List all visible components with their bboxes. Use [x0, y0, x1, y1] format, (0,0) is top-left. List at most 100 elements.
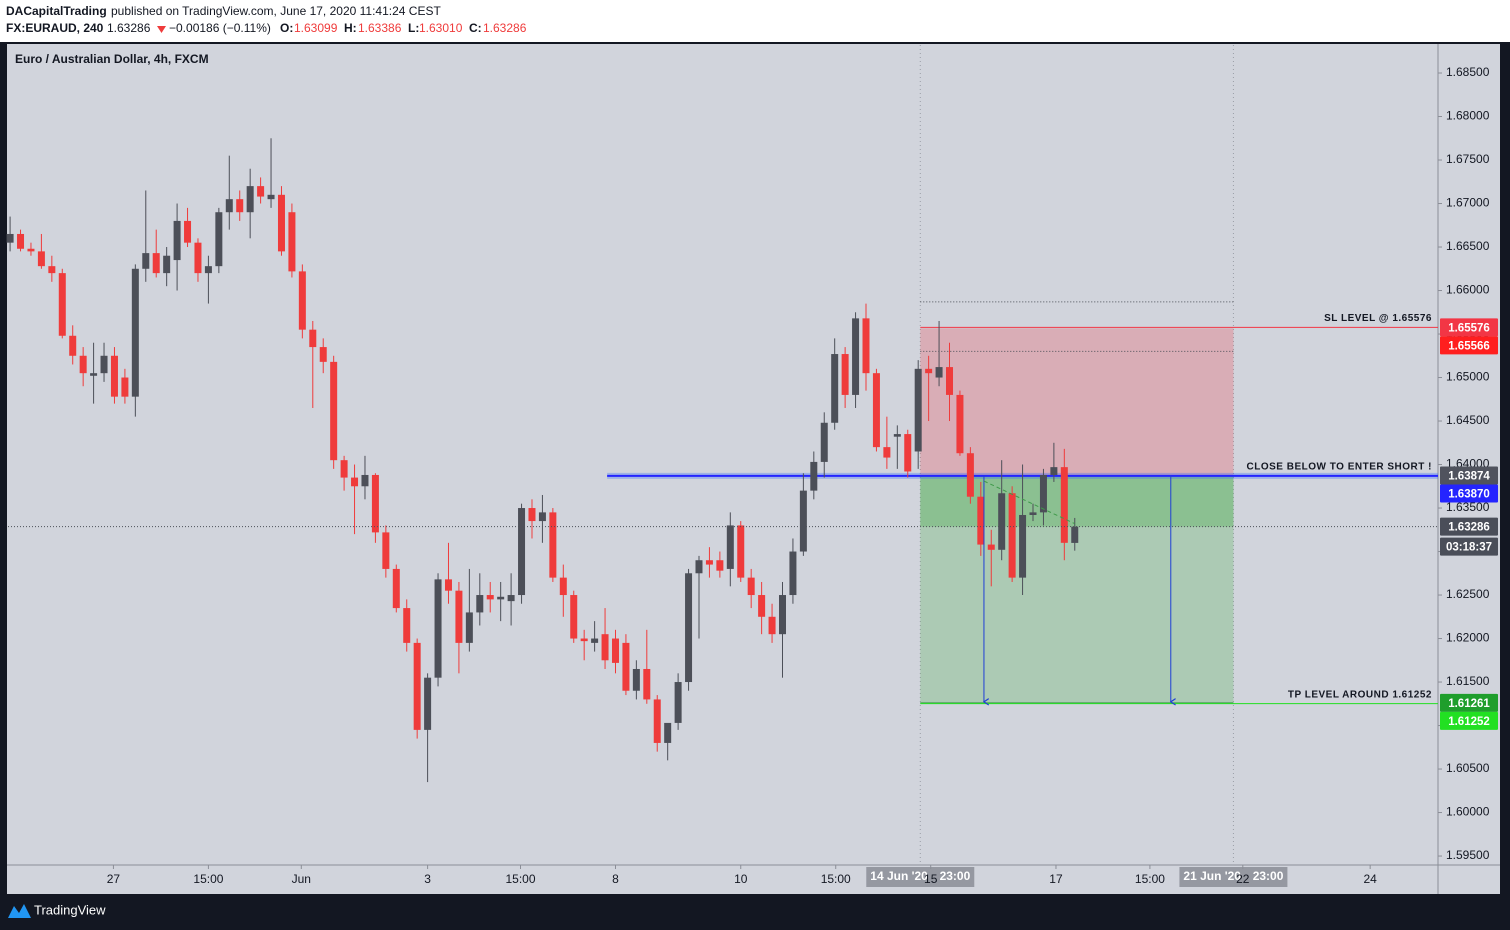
candle-body [382, 532, 390, 569]
y-tick-label: 1.66500 [1446, 239, 1490, 253]
range-label: 23:00 [1253, 869, 1284, 883]
stop-zone [920, 328, 1234, 476]
level-annotation: TP LEVEL AROUND 1.61252 [1288, 689, 1432, 700]
trend-line [983, 480, 1075, 525]
candle-body [632, 668, 640, 691]
candle-body [883, 447, 891, 458]
price-tag [1440, 711, 1498, 730]
candle-body [528, 508, 536, 522]
ohlc-value: 1.63286 [483, 21, 527, 35]
candle-body [131, 268, 139, 397]
x-tick-label: 22 [1236, 872, 1250, 886]
candle-body [298, 271, 306, 330]
price-tag [1440, 466, 1498, 485]
candle-body [862, 318, 870, 374]
candle-body [6, 233, 14, 243]
price-tag-label: 1.65576 [1448, 322, 1490, 334]
candle-body [820, 422, 828, 462]
candle-body [142, 253, 150, 269]
candle-body [768, 616, 776, 635]
candle-body [330, 361, 338, 461]
candle-body [434, 579, 442, 678]
level-annotation: CLOSE BELOW TO ENTER SHORT ! [1247, 461, 1432, 472]
level-annotation: SL LEVEL @ 1.65576 [1324, 313, 1432, 324]
candle-body [371, 474, 379, 533]
change: −0.00186 (−0.11%) [169, 21, 271, 35]
candle-body [1071, 526, 1079, 543]
candle-body [236, 199, 244, 213]
header-bar [0, 0, 1510, 42]
ohlc-key: C: [469, 21, 482, 35]
ohlc-key: L: [408, 21, 419, 35]
y-tick-label: 1.68000 [1446, 109, 1490, 123]
x-tick-label: 15:00 [1135, 872, 1165, 886]
chart-area [7, 44, 1500, 894]
range-label-box [866, 867, 975, 887]
x-tick-label: 3 [424, 872, 431, 886]
candle-body [1060, 467, 1068, 543]
candle-body [246, 186, 254, 213]
candle-body [267, 194, 275, 200]
candle-body [726, 525, 734, 569]
ohlc-key: H: [344, 21, 357, 35]
candle-body [288, 212, 296, 272]
y-tick-label: 1.65000 [1446, 370, 1490, 384]
candle-body [110, 355, 118, 397]
candle-body [664, 722, 672, 743]
price-tag-label: 1.61252 [1448, 716, 1490, 728]
candle-body [946, 367, 954, 395]
candle-body [841, 354, 849, 395]
price-tag-label: 1.63870 [1448, 489, 1490, 501]
price-tag [1440, 484, 1498, 503]
candle-body [695, 560, 703, 574]
candle-body [507, 595, 515, 602]
y-tick-label: 1.61500 [1446, 674, 1490, 688]
candle-body [1029, 512, 1037, 515]
y-tick-label: 1.68500 [1446, 65, 1490, 79]
candle-body [497, 596, 505, 600]
x-tick-label: 24 [1363, 872, 1377, 886]
author: DACapitalTrading [6, 4, 107, 18]
candle-body [476, 595, 484, 613]
target-zone [920, 475, 1234, 703]
candle-body [559, 577, 567, 596]
down-arrow-icon [157, 26, 166, 33]
candle-body [121, 377, 129, 397]
candle-body [319, 347, 327, 362]
x-tick-label: Jun [292, 872, 311, 886]
ohlc-value: 1.63386 [358, 21, 402, 35]
candle-body [455, 590, 463, 643]
candle-body [998, 493, 1006, 550]
candle-body [1008, 493, 1016, 578]
candle-body [737, 525, 745, 578]
candle-body [37, 251, 45, 267]
y-tick-label: 1.64500 [1446, 413, 1490, 427]
price-tag [1440, 318, 1498, 337]
candle-body [538, 512, 546, 522]
candle-body [925, 368, 933, 374]
candle-body [685, 573, 693, 683]
price-tag [1440, 517, 1498, 536]
x-tick-label: 15:00 [505, 872, 535, 886]
candle-body [225, 199, 233, 213]
candle-body [977, 496, 985, 545]
candle-body [987, 544, 995, 550]
candle-body [79, 355, 87, 374]
y-tick-label: 1.62500 [1446, 587, 1490, 601]
range-label: 23:00 [940, 869, 971, 883]
candle-body [914, 368, 922, 452]
candle-body [810, 461, 818, 491]
candle-body [163, 255, 171, 274]
brand: TradingView [34, 902, 106, 917]
candle-body [549, 512, 557, 578]
candle-body [789, 551, 797, 596]
candle-body [215, 212, 223, 267]
x-tick-label: 8 [612, 872, 619, 886]
ohlc: O: 1.63099 H: 1.63386 L: 1.63010 C: 1.63286 [280, 21, 527, 35]
x-tick-label: 15:00 [821, 872, 851, 886]
published: published on TradingView.com, June 17, 2… [111, 4, 441, 18]
candle-body [48, 266, 56, 274]
candle-body [351, 477, 359, 487]
